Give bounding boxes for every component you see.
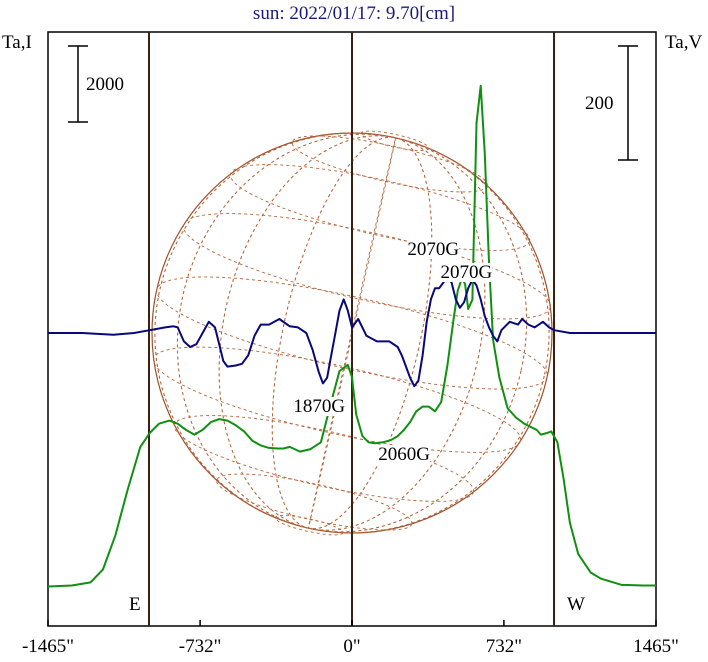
x-tick-label: 1465"	[633, 636, 679, 657]
longitude-line	[154, 132, 550, 534]
latitude-line	[229, 164, 531, 251]
latitude-line	[173, 415, 475, 502]
left-scale-value: 2000	[86, 74, 124, 95]
longitude-line	[218, 135, 486, 531]
right-scale-value: 200	[585, 93, 614, 114]
longitude-line	[176, 133, 528, 533]
x-tick-label: 732"	[485, 636, 523, 657]
latitude-line	[156, 276, 548, 390]
left-axis-label: Ta,I	[2, 32, 32, 53]
west-label: W	[567, 594, 585, 615]
east-label: E	[129, 594, 141, 615]
latitude-line	[153, 346, 522, 453]
series-V-line	[48, 276, 656, 388]
right-scale-bar	[618, 45, 638, 161]
longitude-line	[271, 136, 433, 530]
heliographic-grid	[153, 130, 551, 536]
latitude-line	[216, 473, 413, 531]
latitude-line	[274, 515, 344, 536]
field-annotation: 2070G	[440, 262, 493, 284]
left-scale-bar	[68, 45, 88, 123]
latitude-line	[182, 213, 551, 320]
x-tick-label: -1465"	[21, 636, 75, 657]
chart-title: sun: 2022/01/17: 9.70[cm]	[252, 3, 456, 24]
field-annotation: 2070G	[407, 238, 460, 260]
solar-disk	[151, 130, 553, 536]
field-annotation: 1870G	[293, 395, 346, 417]
x-tick-label: -732"	[178, 636, 222, 657]
x-tick-label: 0"	[343, 636, 361, 657]
right-axis-label: Ta,V	[665, 32, 703, 53]
field-annotation: 2060G	[378, 443, 430, 465]
series-I-line	[47, 84, 656, 588]
